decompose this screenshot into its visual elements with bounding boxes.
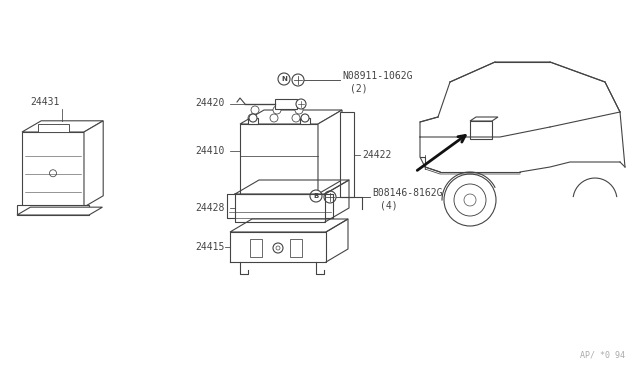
Bar bbox=[17, 205, 89, 215]
Bar bbox=[340, 112, 354, 197]
Polygon shape bbox=[230, 219, 348, 232]
Circle shape bbox=[249, 114, 257, 122]
Polygon shape bbox=[470, 117, 498, 121]
Polygon shape bbox=[240, 124, 318, 194]
Circle shape bbox=[251, 106, 259, 114]
Bar bbox=[300, 118, 310, 124]
Polygon shape bbox=[240, 110, 342, 124]
Text: 24415: 24415 bbox=[195, 242, 225, 252]
Circle shape bbox=[292, 74, 304, 86]
Bar bbox=[248, 118, 258, 124]
Polygon shape bbox=[318, 110, 342, 194]
Text: 24410: 24410 bbox=[195, 146, 225, 156]
Polygon shape bbox=[22, 121, 103, 132]
Circle shape bbox=[324, 191, 336, 203]
Text: B08146-8162G: B08146-8162G bbox=[372, 188, 442, 198]
Circle shape bbox=[276, 246, 280, 250]
Polygon shape bbox=[22, 132, 84, 207]
Circle shape bbox=[278, 73, 290, 85]
Text: 24431: 24431 bbox=[31, 97, 60, 107]
Text: 24422: 24422 bbox=[362, 150, 392, 160]
Text: AP/ *0 94: AP/ *0 94 bbox=[580, 351, 625, 360]
Circle shape bbox=[273, 106, 281, 114]
Circle shape bbox=[292, 114, 300, 122]
Circle shape bbox=[464, 194, 476, 206]
Text: 24420: 24420 bbox=[195, 98, 225, 108]
Circle shape bbox=[454, 184, 486, 216]
Circle shape bbox=[444, 174, 496, 226]
Circle shape bbox=[248, 114, 256, 122]
Circle shape bbox=[270, 114, 278, 122]
Circle shape bbox=[296, 99, 306, 109]
Text: (4): (4) bbox=[380, 200, 397, 210]
Polygon shape bbox=[17, 207, 102, 215]
Bar bbox=[275, 99, 297, 109]
Text: (2): (2) bbox=[350, 83, 367, 93]
Bar bbox=[38, 124, 68, 132]
Bar bbox=[250, 239, 262, 257]
Circle shape bbox=[273, 243, 283, 253]
Circle shape bbox=[310, 190, 322, 202]
Polygon shape bbox=[84, 121, 103, 207]
Circle shape bbox=[301, 114, 309, 122]
Circle shape bbox=[49, 170, 56, 177]
Bar bbox=[290, 239, 302, 257]
Text: 24428: 24428 bbox=[195, 203, 225, 213]
Bar bbox=[470, 121, 492, 139]
Text: N: N bbox=[281, 76, 287, 82]
Circle shape bbox=[295, 106, 303, 114]
Text: N08911-1062G: N08911-1062G bbox=[342, 71, 413, 81]
Text: B: B bbox=[314, 193, 319, 199]
